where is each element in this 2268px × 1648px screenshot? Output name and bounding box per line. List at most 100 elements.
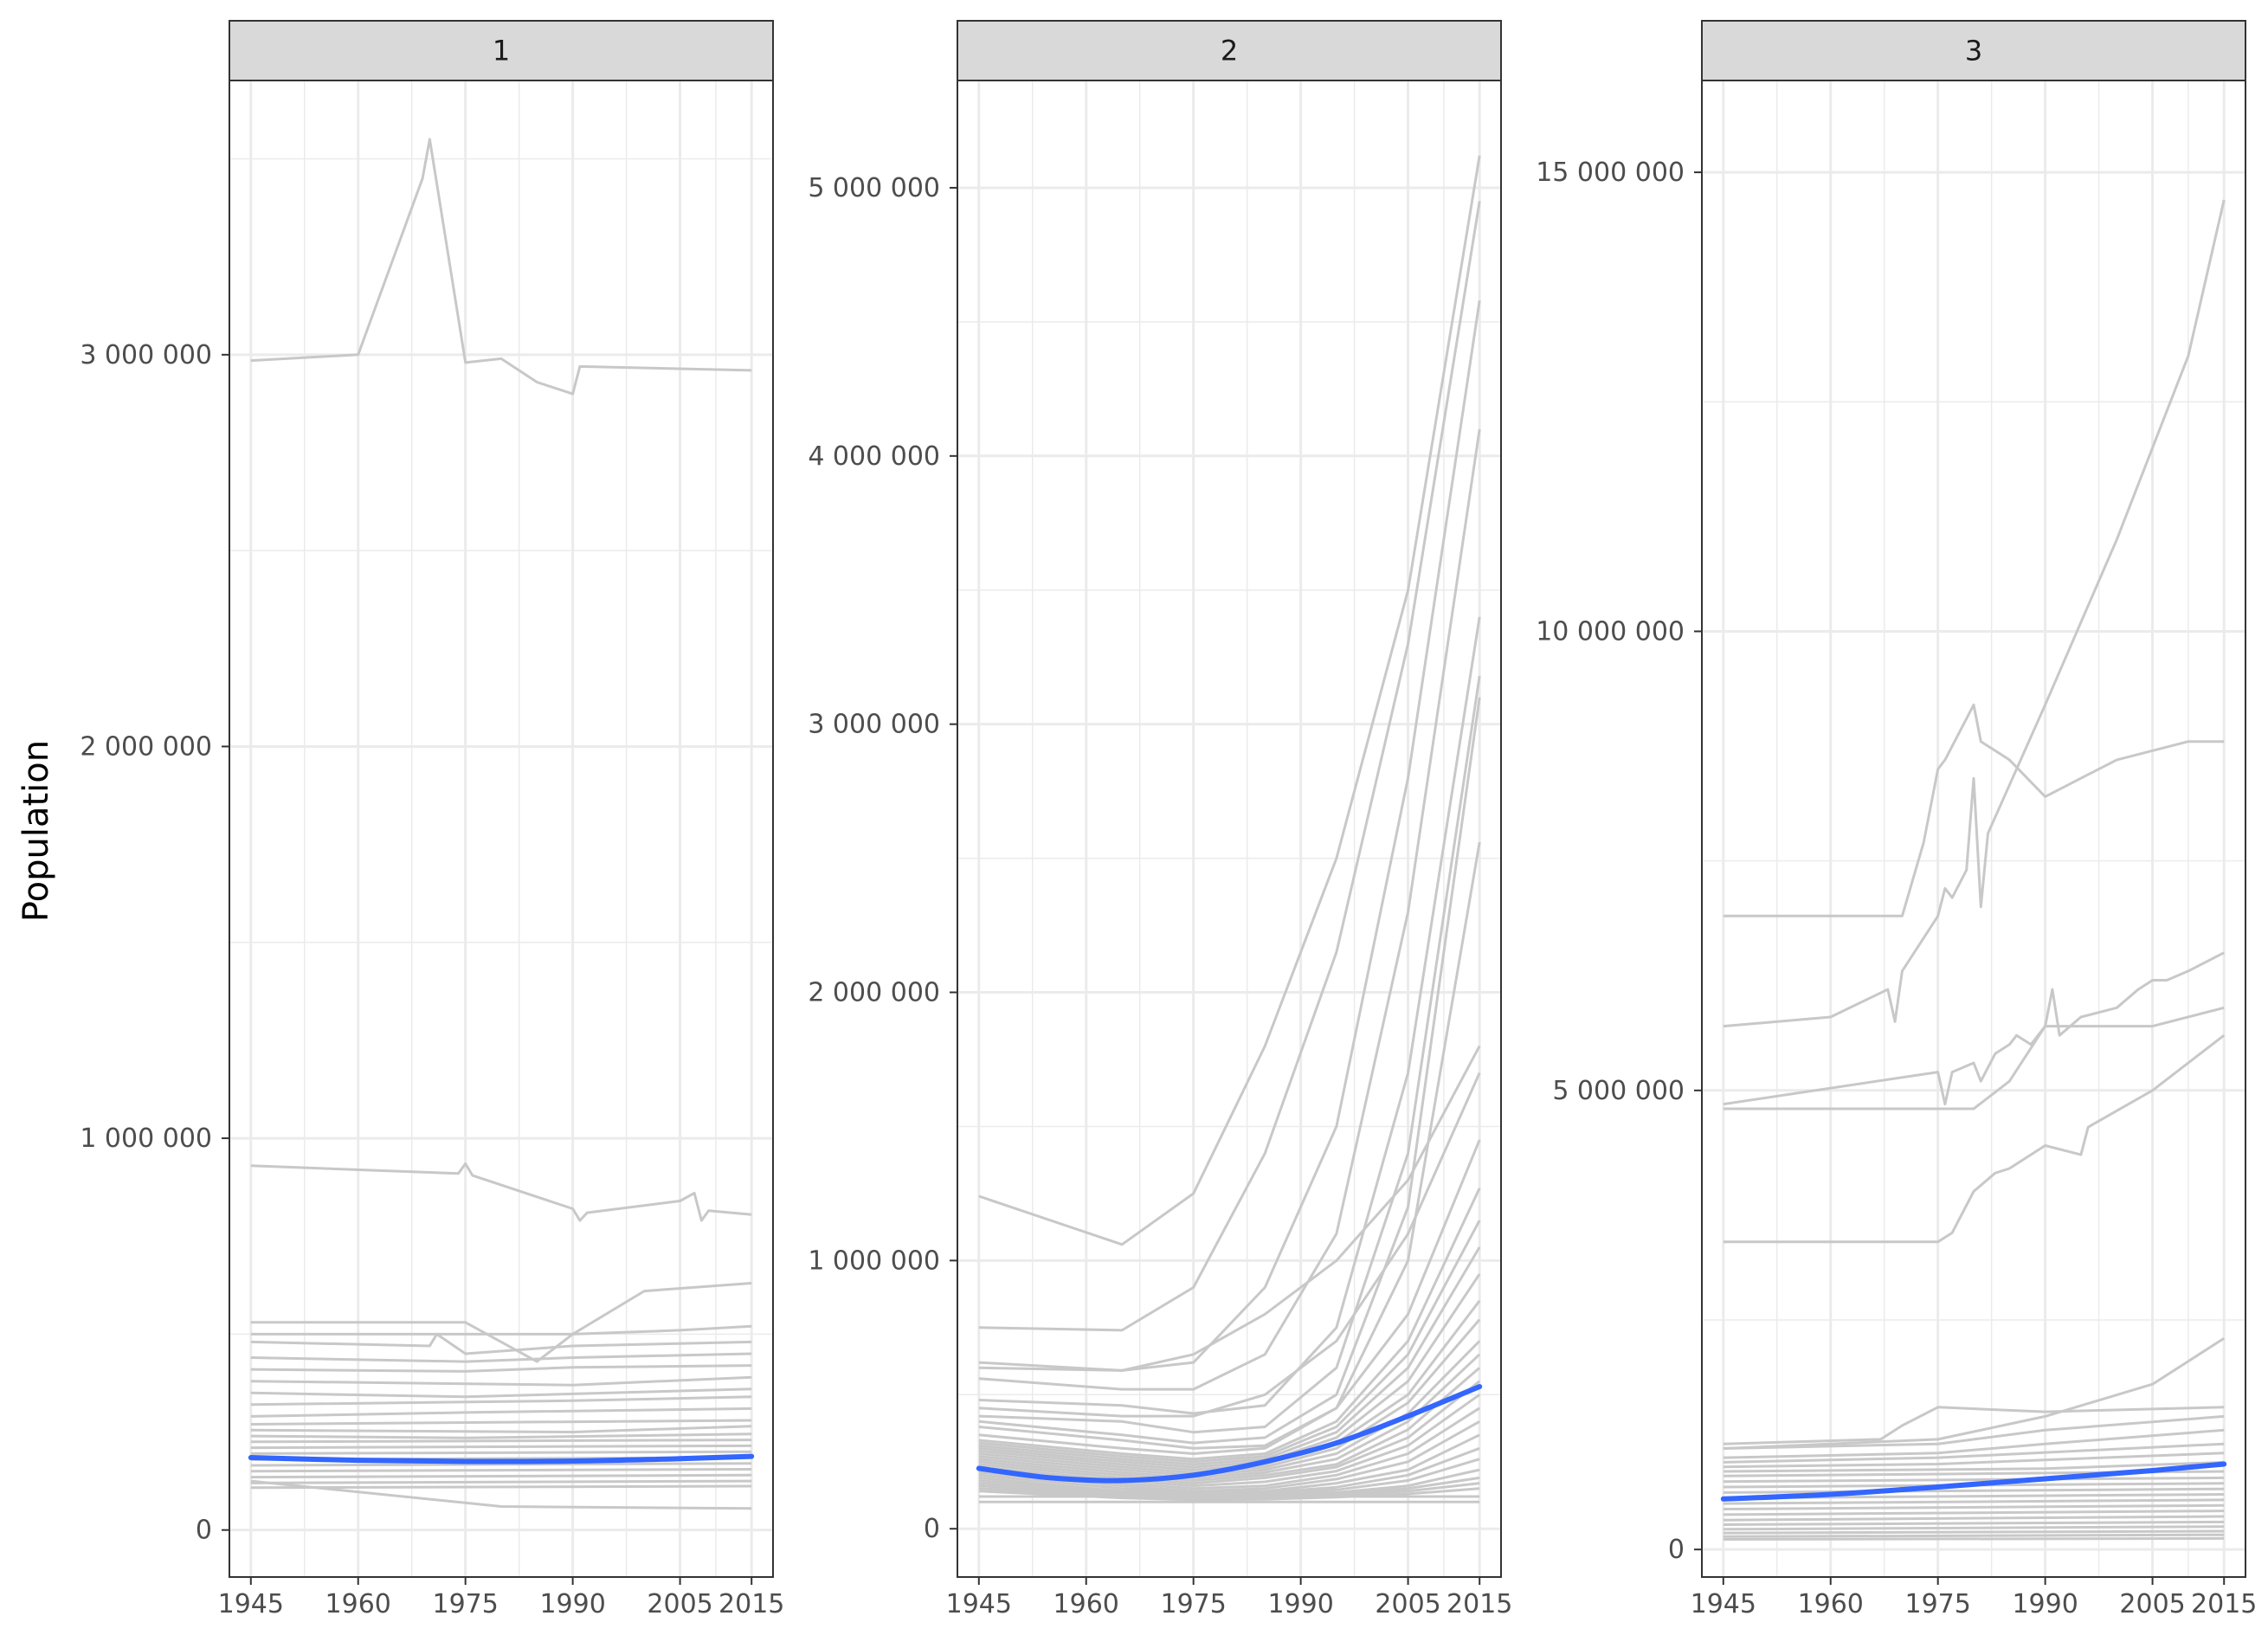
series-line: [1723, 1414, 2225, 1450]
x-tick-label: 1960: [1053, 1589, 1119, 1619]
series-line: [978, 841, 1481, 1450]
series-line: [1723, 1406, 2225, 1445]
series-line: [250, 1444, 752, 1450]
series-line: [250, 1479, 752, 1484]
series-line: [250, 1407, 752, 1418]
series-line: [978, 1380, 1481, 1485]
series-line: [978, 1433, 1480, 1494]
facet-strip: [957, 20, 1502, 81]
series-line: [1723, 199, 2226, 1028]
series-line: [250, 1439, 752, 1444]
series-line: [1723, 1520, 2225, 1526]
series-line: [978, 1045, 1481, 1372]
series-line: [978, 1139, 1481, 1455]
series-line: [1723, 1515, 2225, 1522]
facet-strip-label: 1: [493, 35, 510, 68]
series-line: [1723, 1442, 2225, 1464]
series-line: [250, 1162, 752, 1222]
y-tick-label: 0: [924, 1514, 940, 1544]
series-line: [250, 1484, 752, 1490]
facet-strip: [1701, 20, 2246, 81]
y-tick-label: 1 000 000: [808, 1246, 940, 1276]
series-line: [978, 155, 1481, 1246]
x-tick-label: 1975: [1905, 1589, 1971, 1619]
series-line: [978, 675, 1481, 1434]
x-tick-label: 1945: [946, 1589, 1012, 1619]
series-line: [978, 697, 1481, 1445]
x-tick-label: 1975: [433, 1589, 499, 1619]
series-line: [1723, 1533, 2225, 1538]
series-line: [250, 1419, 752, 1426]
series-line: [250, 1375, 752, 1387]
series-lines: [1723, 199, 2226, 1541]
series-line: [978, 1419, 1480, 1493]
y-tick-label: 2 000 000: [80, 731, 212, 762]
series-line: [250, 1479, 752, 1510]
series-line: [250, 1450, 752, 1455]
series-line: [978, 201, 1481, 1332]
panel-3: 3 0 5 000 000 10 000 000 15 000 000 1945 1960 1…: [1536, 20, 2257, 1619]
series-line: [1723, 1006, 2225, 1110]
series-line: [978, 616, 1481, 1415]
y-tick-label: 15 000 000: [1536, 158, 1685, 188]
series-line: [978, 1487, 1480, 1502]
series-line: [1723, 1510, 2225, 1516]
panel-background: [1702, 80, 2245, 1577]
x-tick-label: 2005: [1375, 1589, 1440, 1619]
series-line: [978, 1299, 1481, 1471]
smooth-trend-line: [248, 1453, 755, 1465]
x-tick-label: 2015: [718, 1589, 784, 1619]
series-line: [1723, 1428, 2225, 1459]
series-line: [250, 1321, 752, 1363]
y-tick-label: 3 000 000: [808, 710, 940, 740]
series-line: [978, 1353, 1481, 1479]
x-tick-label: 1990: [1267, 1589, 1333, 1619]
series-line: [250, 1364, 752, 1373]
series-line: [250, 1462, 752, 1467]
panel-2: 2 0 1 000 000 2 000 000 3 000 000 4 000 000 5 …: [808, 20, 1512, 1619]
series-line: [1723, 1536, 2225, 1541]
y-tick-label: 3 000 000: [80, 340, 212, 370]
gridlines: [957, 80, 1501, 1577]
panel-1: 1 0 1 000 000 2 000 000 3 000 000 1945 1960 197…: [80, 20, 784, 1619]
series-line: [978, 428, 1481, 1391]
series-line: [1723, 1336, 2226, 1450]
smooth-trend-line: [1720, 1461, 2227, 1502]
x-tick-label: 1990: [539, 1589, 605, 1619]
y-tick-label: 5 000 000: [1552, 1076, 1685, 1106]
series-line: [250, 1395, 752, 1407]
facet-strip-label: 3: [1965, 35, 1982, 68]
x-tick-label: 1945: [218, 1589, 284, 1619]
series-line: [250, 138, 752, 396]
series-line: [250, 1468, 752, 1473]
y-tick-label: 1 000 000: [80, 1123, 212, 1154]
series-line: [978, 1367, 1481, 1482]
y-tick-label: 0: [196, 1516, 212, 1546]
x-tick-label: 2005: [647, 1589, 712, 1619]
series-line: [1723, 703, 2225, 917]
series-line: [1723, 1476, 2225, 1484]
facet-strip-label: 2: [1221, 35, 1238, 68]
series-line: [1723, 1452, 2225, 1469]
x-tick-label: 2015: [1446, 1589, 1512, 1619]
y-tick-label: 0: [1668, 1535, 1685, 1565]
x-tick-label: 1975: [1161, 1589, 1227, 1619]
series-line: [978, 1318, 1481, 1474]
x-tick-label: 1960: [1798, 1589, 1864, 1619]
series-line: [250, 1352, 752, 1363]
series-line: [250, 1425, 752, 1433]
series-line: [1723, 1487, 2225, 1494]
x-tick-label: 2005: [2119, 1589, 2185, 1619]
x-tick-label: 1945: [1691, 1589, 1756, 1619]
series-line: [978, 1407, 1481, 1490]
series-line: [250, 1473, 752, 1479]
series-line: [978, 1246, 1481, 1466]
y-tick-label: 2 000 000: [808, 978, 940, 1008]
x-tick-label: 2015: [2191, 1589, 2257, 1619]
gridlines: [1702, 80, 2245, 1577]
x-tick-label: 1990: [2012, 1589, 2078, 1619]
series-line: [250, 1432, 752, 1439]
y-tick-label: 5 000 000: [808, 173, 940, 203]
series-line: [250, 1387, 752, 1399]
